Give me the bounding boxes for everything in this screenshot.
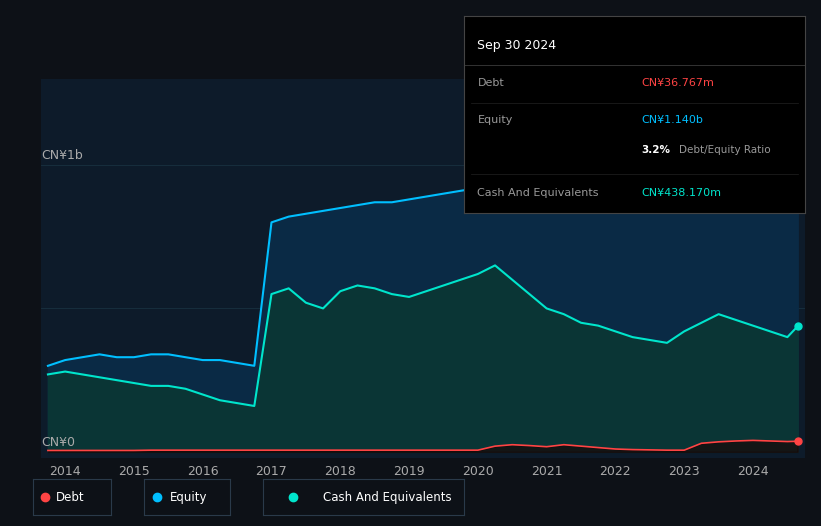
Text: CN¥1.140b: CN¥1.140b [641,115,703,125]
Text: Cash And Equivalents: Cash And Equivalents [323,491,452,503]
Text: CN¥36.767m: CN¥36.767m [641,78,714,88]
Text: Sep 30 2024: Sep 30 2024 [478,39,557,53]
Text: 3.2%: 3.2% [641,145,670,155]
Text: CN¥1b: CN¥1b [41,149,83,162]
Text: Equity: Equity [478,115,513,125]
Text: Debt/Equity Ratio: Debt/Equity Ratio [678,145,770,155]
Text: CN¥438.170m: CN¥438.170m [641,188,721,198]
Text: Debt: Debt [56,491,85,503]
Text: Debt: Debt [478,78,504,88]
Text: Cash And Equivalents: Cash And Equivalents [478,188,599,198]
Text: Equity: Equity [170,491,207,503]
Text: CN¥0: CN¥0 [41,436,75,449]
